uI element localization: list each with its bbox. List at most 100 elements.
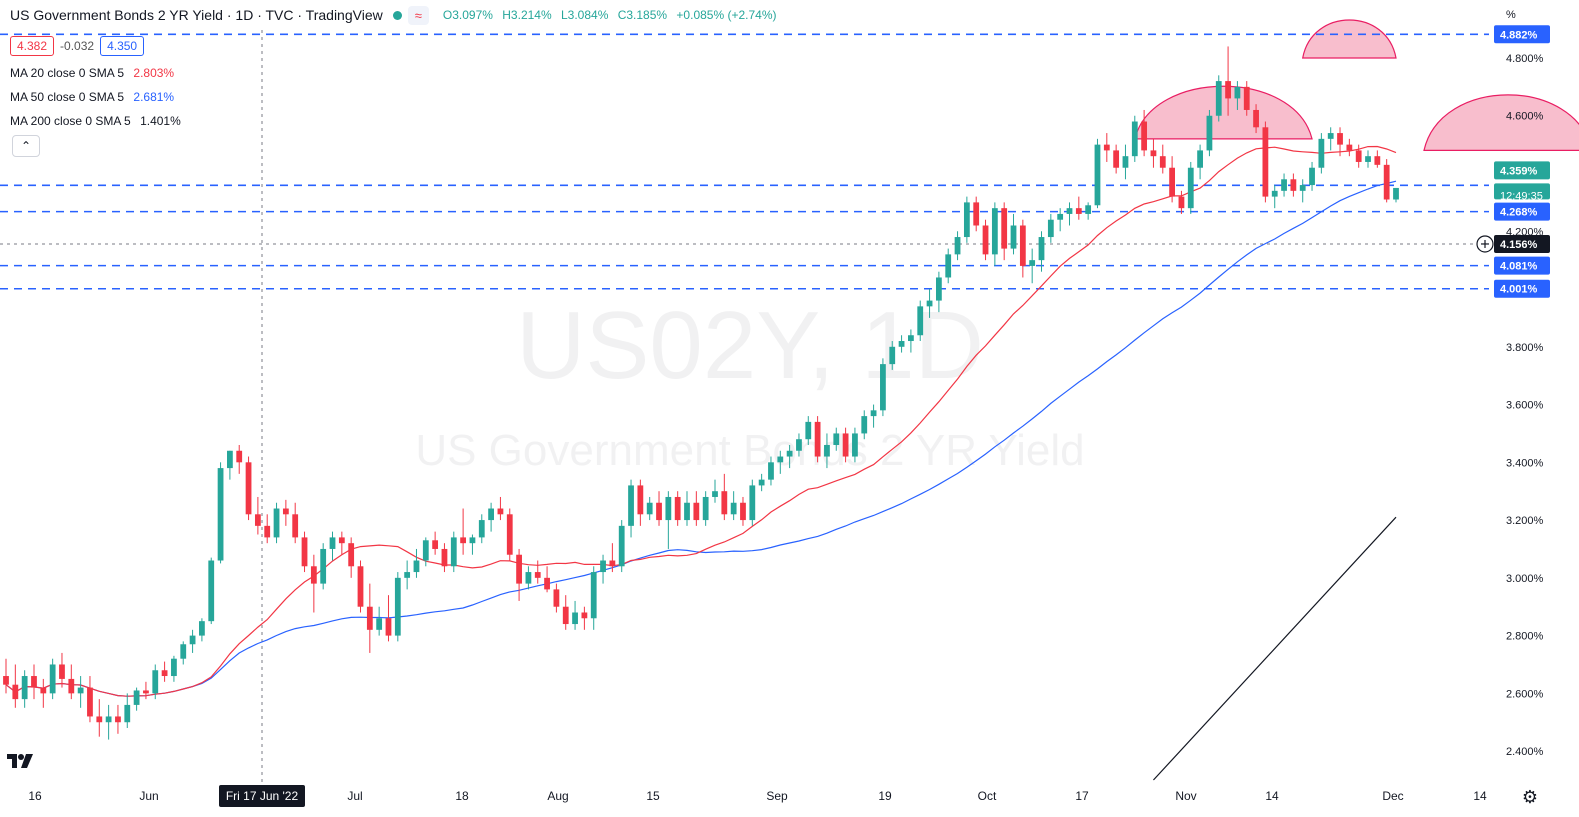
candle-body bbox=[963, 202, 970, 238]
candle-body bbox=[282, 508, 289, 515]
candle-body bbox=[1337, 133, 1343, 145]
open-value: O3.097% bbox=[442, 8, 493, 22]
candle-body bbox=[506, 514, 513, 555]
candle-body bbox=[1262, 127, 1269, 197]
approx-icon: ≈ bbox=[414, 7, 422, 23]
candle-body bbox=[105, 716, 112, 723]
y-tick-label: 4.600% bbox=[1506, 111, 1544, 123]
candle-body bbox=[1187, 167, 1194, 209]
watermark-symbol: US02Y, 1D bbox=[516, 292, 984, 399]
candle-body bbox=[684, 502, 690, 521]
price-tag-label: 4.268% bbox=[1500, 207, 1538, 219]
x-tick-label: 19 bbox=[878, 789, 892, 803]
candle-body bbox=[1206, 115, 1213, 151]
candle-body bbox=[1215, 81, 1222, 116]
candle-body bbox=[1383, 164, 1390, 200]
indicator-label: MA 50 close 0 SMA 5 bbox=[10, 90, 125, 104]
x-tick-label: Dec bbox=[1382, 789, 1403, 803]
candle-body bbox=[1066, 208, 1073, 214]
candle-body bbox=[385, 618, 392, 636]
y-tick-label: 3.000% bbox=[1506, 573, 1544, 585]
indicator-ma20[interactable]: MA 20 close 0 SMA 5 2.803% bbox=[10, 66, 174, 80]
candle-body bbox=[721, 491, 728, 515]
candle-body bbox=[525, 572, 532, 584]
tradingview-logo-icon[interactable] bbox=[4, 748, 38, 774]
candle-body bbox=[805, 421, 812, 440]
candle-body bbox=[152, 670, 159, 694]
watermark-name: US Government Bonds 2 YR Yield bbox=[415, 426, 1084, 475]
candle-body bbox=[1103, 144, 1110, 151]
candle-body bbox=[646, 502, 653, 515]
x-tick-label: Nov bbox=[1175, 789, 1196, 803]
head-and-shoulders-pattern bbox=[1134, 19, 1579, 152]
price-tag-bg bbox=[1494, 279, 1550, 298]
candle-body bbox=[1365, 156, 1371, 162]
y-tick-label: 3.400% bbox=[1506, 457, 1544, 469]
x-tick-label: 15 bbox=[646, 789, 660, 803]
candle-body bbox=[1355, 150, 1362, 162]
candle-body bbox=[143, 690, 149, 694]
tradingview-logo-icon-glyph bbox=[7, 754, 33, 768]
candle-body bbox=[945, 254, 952, 278]
candle-body bbox=[488, 508, 494, 521]
candle-body bbox=[1075, 208, 1082, 214]
candle-body bbox=[1234, 86, 1241, 99]
countdown-tag: 12:49:35 bbox=[1494, 183, 1550, 202]
candle-body bbox=[422, 540, 429, 561]
candle-body bbox=[236, 450, 243, 463]
price-axis: %4.800%4.600%4.400%4.200%3.800%3.600%3.4… bbox=[1476, 9, 1550, 758]
y-tick-label: 2.800% bbox=[1506, 631, 1544, 643]
candle-body bbox=[1197, 150, 1203, 168]
candle-body bbox=[40, 687, 47, 694]
price-tag-label: 4.081% bbox=[1500, 261, 1538, 273]
ohlc-readout: O3.097% H3.214% L3.084% C3.185% +0.085% … bbox=[443, 8, 783, 22]
candle-body bbox=[497, 508, 504, 515]
indicator-ma200[interactable]: MA 200 close 0 SMA 5 1.401% bbox=[10, 114, 181, 128]
bid-value[interactable]: 4.382 bbox=[10, 36, 55, 56]
y-tick-label: 3.800% bbox=[1506, 342, 1544, 354]
header-pill[interactable]: ≈ bbox=[407, 5, 429, 25]
ask-value[interactable]: 4.350 bbox=[100, 36, 145, 56]
candle-body bbox=[1178, 196, 1185, 209]
candle-body bbox=[3, 676, 9, 685]
gear-icon[interactable]: ⚙ bbox=[1521, 786, 1539, 807]
price-tag-bg bbox=[1494, 161, 1550, 180]
candle-body bbox=[777, 456, 784, 463]
candle-body bbox=[516, 554, 522, 584]
candle-body bbox=[1243, 86, 1250, 110]
candle-body bbox=[320, 548, 327, 584]
candle-body bbox=[208, 560, 215, 622]
collapse-legend-button[interactable]: ⌃ bbox=[12, 135, 40, 157]
indicator-label: MA 20 close 0 SMA 5 bbox=[10, 66, 125, 80]
x-tick-label: 14 bbox=[1473, 789, 1487, 803]
ma20-line bbox=[5, 145, 1397, 697]
candle-body bbox=[1001, 208, 1008, 249]
candle-body bbox=[133, 690, 140, 705]
level-price-tag: 4.882% bbox=[1494, 25, 1550, 44]
candle-body bbox=[1374, 156, 1381, 165]
candle-body bbox=[1225, 81, 1231, 99]
candle-body bbox=[749, 485, 756, 521]
candle-body bbox=[1019, 225, 1026, 266]
candle-body bbox=[880, 364, 886, 411]
watermark: US02Y, 1D US Government Bonds 2 YR Yield bbox=[415, 292, 1084, 475]
candle-body bbox=[432, 540, 439, 549]
price-tag-label: 4.882% bbox=[1500, 29, 1538, 41]
level-price-tag: 4.081% bbox=[1494, 256, 1550, 275]
candle-body bbox=[917, 306, 924, 336]
axis-unit: % bbox=[1506, 9, 1516, 21]
candle-body bbox=[1113, 150, 1120, 168]
candle-body bbox=[562, 606, 569, 625]
indicator-ma50[interactable]: MA 50 close 0 SMA 5 2.681% bbox=[10, 90, 174, 104]
level-price-tag: 4.268% bbox=[1494, 202, 1550, 221]
price-tag-bg bbox=[1494, 202, 1550, 221]
symbol-title[interactable]: US Government Bonds 2 YR Yield · 1D · TV… bbox=[10, 7, 383, 23]
candle-body bbox=[1318, 138, 1325, 168]
candle-body bbox=[1057, 213, 1064, 220]
candle-body bbox=[1085, 205, 1092, 214]
candles bbox=[3, 46, 1399, 740]
chevron-up-icon: ⌃ bbox=[20, 139, 32, 153]
crosshair-date-label: Fri 17 Jun '22 bbox=[226, 789, 299, 803]
horizontal-levels bbox=[0, 33, 1489, 290]
